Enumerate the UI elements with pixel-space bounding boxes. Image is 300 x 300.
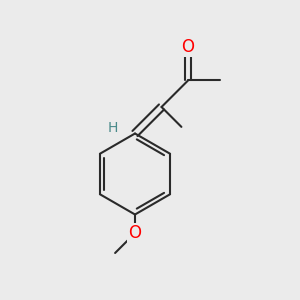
Text: H: H [107,121,118,135]
Text: O: O [182,38,194,56]
Text: O: O [128,224,142,242]
